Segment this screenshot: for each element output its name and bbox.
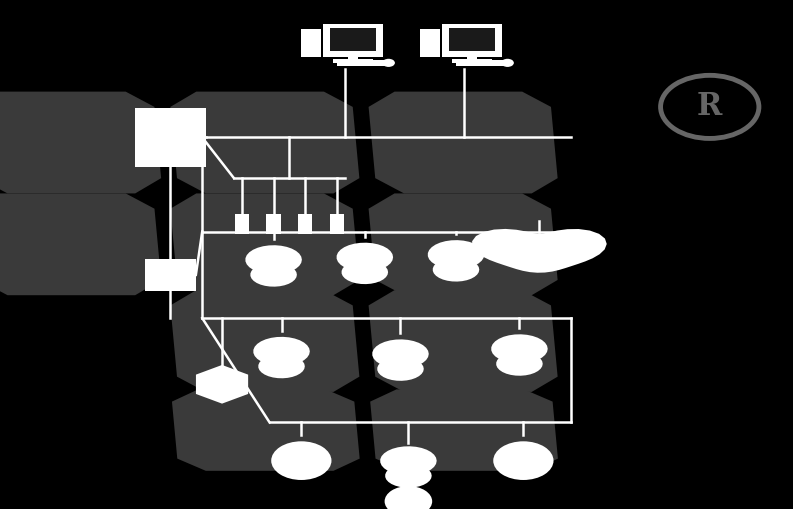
Bar <box>348 53 358 60</box>
Bar <box>442 24 501 58</box>
Bar <box>330 214 344 234</box>
Bar <box>420 29 440 58</box>
Circle shape <box>501 59 514 67</box>
Polygon shape <box>170 92 359 193</box>
Bar <box>298 214 312 234</box>
Polygon shape <box>259 354 305 378</box>
Polygon shape <box>172 389 360 471</box>
Polygon shape <box>246 245 302 274</box>
Circle shape <box>493 441 554 480</box>
Polygon shape <box>337 243 393 272</box>
Polygon shape <box>492 334 548 363</box>
Polygon shape <box>0 193 161 295</box>
Polygon shape <box>369 193 557 295</box>
Polygon shape <box>385 464 431 488</box>
Text: R: R <box>697 92 722 122</box>
Polygon shape <box>373 340 429 369</box>
Circle shape <box>271 441 331 480</box>
Polygon shape <box>472 229 607 273</box>
Polygon shape <box>496 352 542 376</box>
Polygon shape <box>370 389 558 471</box>
Bar <box>449 27 495 51</box>
Polygon shape <box>170 290 359 392</box>
Polygon shape <box>342 260 388 284</box>
Bar <box>456 60 504 66</box>
Polygon shape <box>428 240 485 269</box>
Polygon shape <box>369 92 557 193</box>
Bar <box>324 24 383 58</box>
Polygon shape <box>196 365 248 404</box>
Polygon shape <box>377 357 423 381</box>
Bar <box>301 29 321 58</box>
Polygon shape <box>170 193 359 295</box>
Bar <box>135 108 206 167</box>
Circle shape <box>385 486 432 509</box>
Circle shape <box>382 59 395 67</box>
Bar <box>337 60 385 66</box>
Polygon shape <box>369 290 557 392</box>
Polygon shape <box>254 337 310 366</box>
Bar <box>333 60 373 64</box>
Polygon shape <box>433 258 479 281</box>
Polygon shape <box>381 446 437 475</box>
Bar <box>330 27 376 51</box>
Bar <box>452 60 492 64</box>
Bar <box>266 214 281 234</box>
Bar <box>467 53 477 60</box>
Bar <box>145 259 196 291</box>
Polygon shape <box>251 263 297 287</box>
Polygon shape <box>0 92 161 193</box>
Bar <box>235 214 249 234</box>
